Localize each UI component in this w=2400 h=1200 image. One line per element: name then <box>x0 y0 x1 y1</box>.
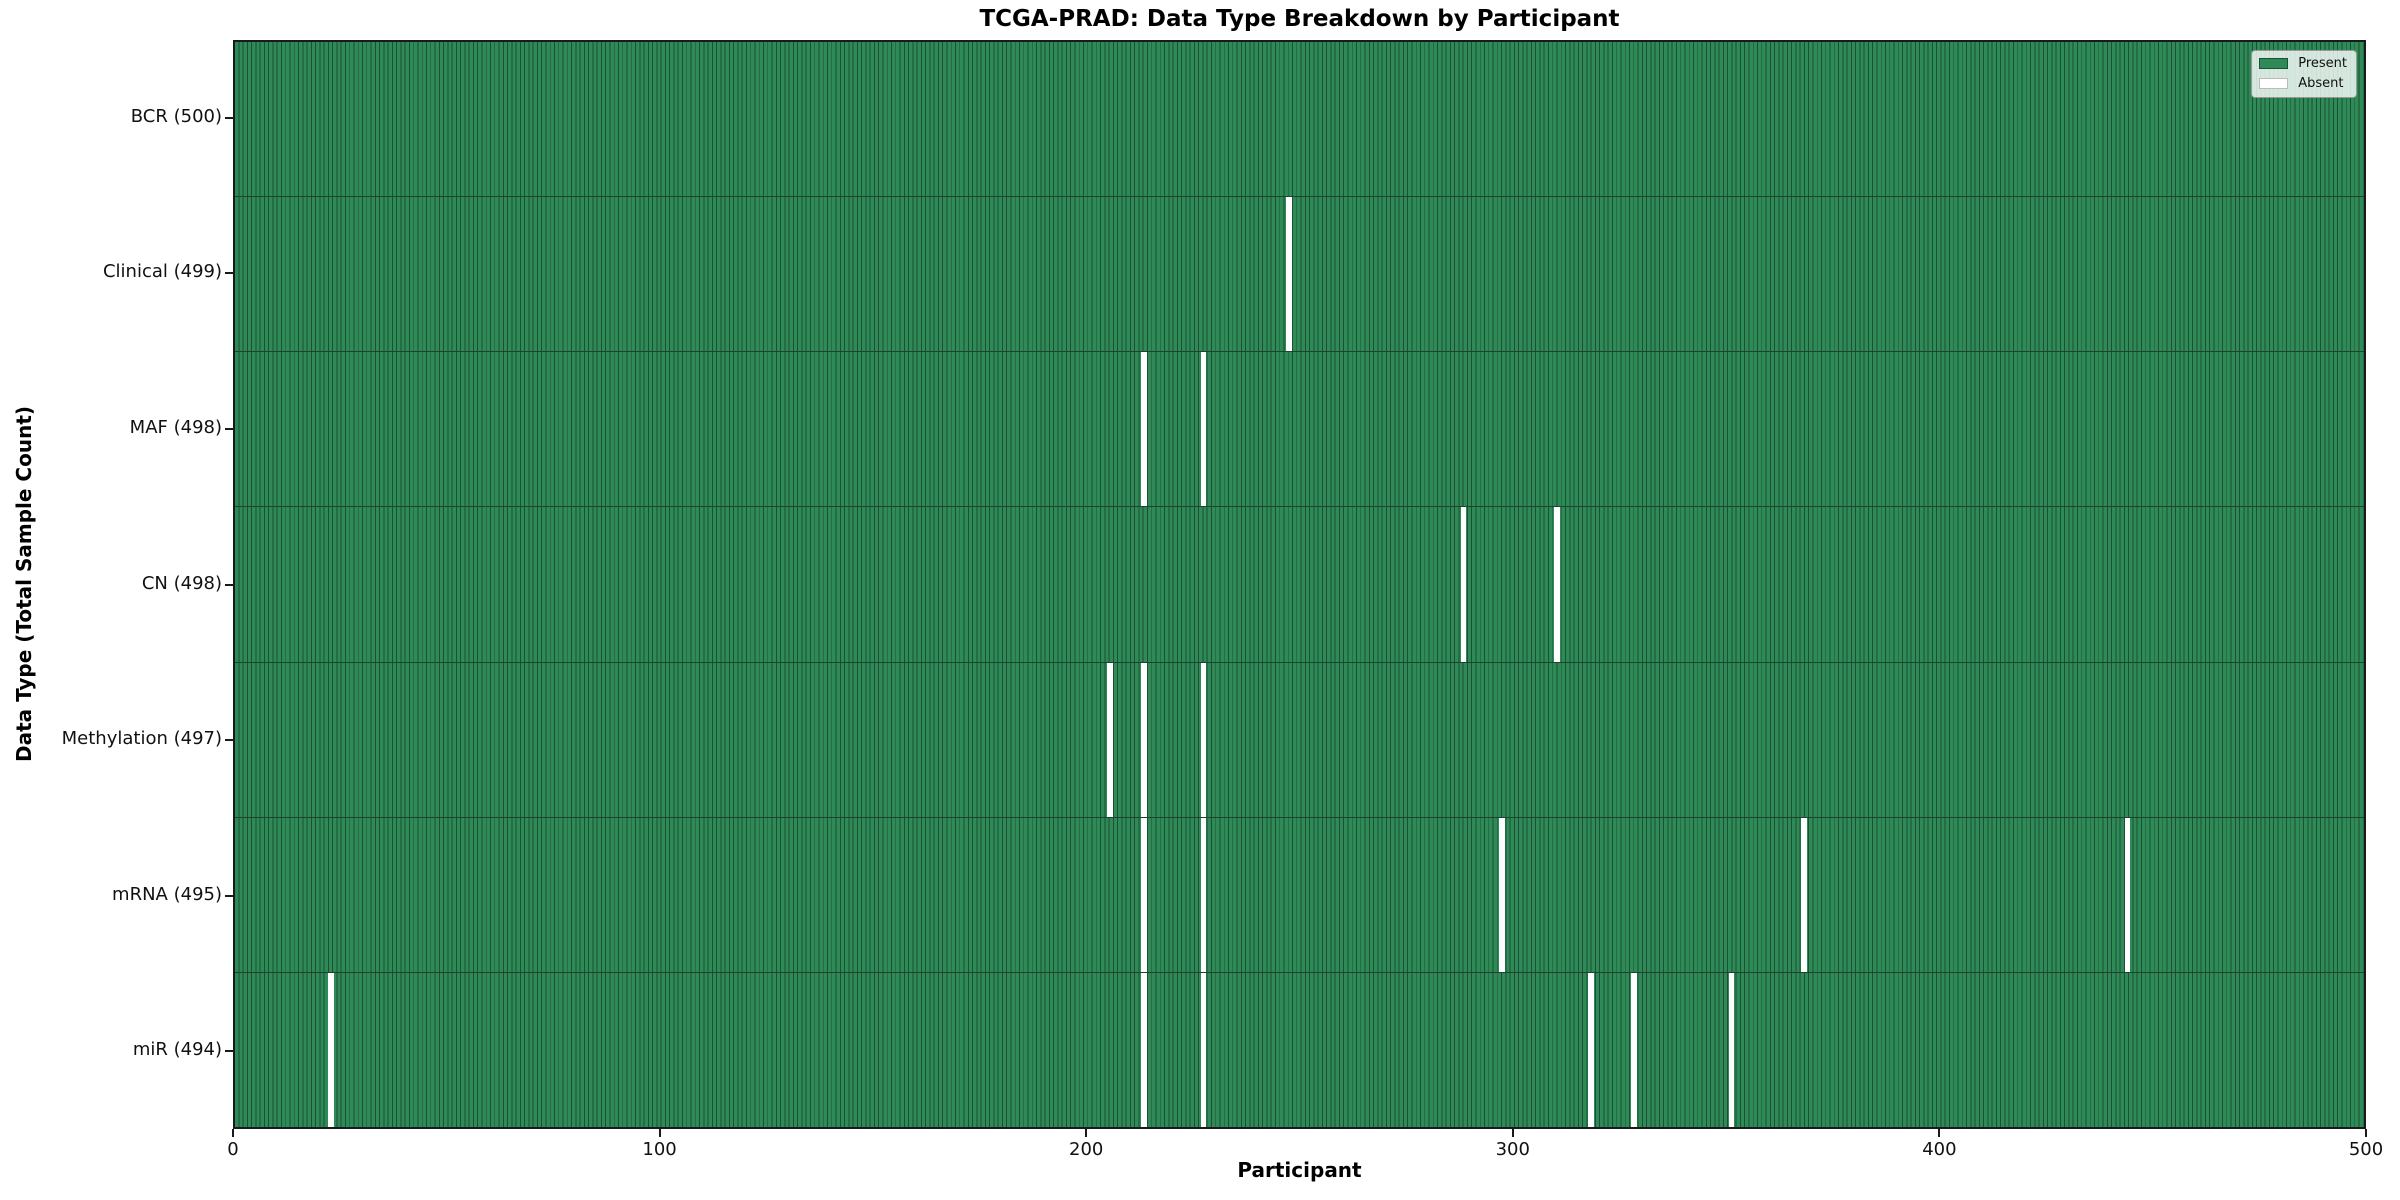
y-tick-label-mrna: mRNA (495) <box>112 883 222 905</box>
chart-title: TCGA-PRAD: Data Type Breakdown by Partic… <box>979 6 1620 32</box>
legend-label: Present <box>2298 56 2347 71</box>
absent-gap <box>1499 817 1505 972</box>
absent-gap <box>2124 817 2131 972</box>
absent-gap <box>328 972 334 1127</box>
x-tick-mark <box>232 1129 234 1137</box>
legend-item-absent: Absent <box>2259 76 2347 91</box>
legend-label: Absent <box>2298 76 2344 91</box>
absent-gap <box>1801 817 1807 972</box>
x-axis-title: Participant <box>1237 1158 1362 1182</box>
y-tick-mark <box>225 116 233 119</box>
absent-gap <box>1728 972 1735 1127</box>
x-tick-label: 400 <box>1922 1139 1957 1160</box>
absent-gap <box>1107 662 1113 817</box>
legend-swatch-absent <box>2259 78 2289 89</box>
absent-gap <box>1141 352 1147 507</box>
x-tick-label: 300 <box>1495 1139 1530 1160</box>
x-tick-mark <box>1511 1129 1514 1137</box>
y-tick-label-mir: miR (494) <box>132 1039 222 1061</box>
x-tick-mark <box>1085 1129 1088 1137</box>
absent-gap <box>1141 662 1147 817</box>
x-tick-label: 200 <box>1069 1139 1104 1160</box>
heatmap-row-clinical <box>235 196 2364 352</box>
heatmap-row-mir <box>235 971 2364 1127</box>
x-tick-mark <box>2365 1129 2367 1137</box>
heatmap-row-maf <box>235 351 2364 507</box>
x-tick-label: 500 <box>2348 1139 2384 1160</box>
absent-gap <box>1200 662 1207 817</box>
y-tick-label-maf: MAF (498) <box>129 416 222 438</box>
y-tick-label-cn: CN (498) <box>141 572 222 594</box>
absent-gap <box>1631 972 1637 1127</box>
legend-swatch-present <box>2259 58 2289 69</box>
heatmap-row-bcr <box>235 42 2364 197</box>
heatmap-row-mrna <box>235 816 2364 972</box>
y-tick-label-bcr: BCR (500) <box>130 105 222 127</box>
absent-gap <box>1460 507 1467 662</box>
heatmap-row-methylation <box>235 661 2364 817</box>
y-tick-mark <box>225 583 233 586</box>
y-tick-mark <box>225 894 233 897</box>
y-tick-mark <box>225 739 233 742</box>
legend: Present Absent <box>2251 50 2357 98</box>
plot-area: Present Absent <box>233 40 2366 1129</box>
y-tick-mark <box>225 272 233 275</box>
absent-gap <box>1588 972 1594 1127</box>
x-tick-mark <box>1938 1129 1941 1137</box>
absent-gap <box>1141 817 1147 972</box>
y-tick-label-methylation: Methylation (497) <box>61 728 222 750</box>
heatmap-row-cn <box>235 506 2364 662</box>
absent-gap <box>1200 817 1207 972</box>
x-tick-label: 100 <box>642 1139 677 1160</box>
absent-gap <box>1554 507 1560 662</box>
absent-gap <box>1200 352 1207 507</box>
y-tick-label-clinical: Clinical (499) <box>102 261 222 283</box>
y-tick-mark <box>225 427 233 430</box>
legend-item-present: Present <box>2259 56 2347 71</box>
absent-gap <box>1141 972 1147 1127</box>
absent-gap <box>1286 197 1292 352</box>
absent-gap <box>1200 972 1207 1127</box>
x-tick-label: 0 <box>227 1139 239 1160</box>
y-tick-mark <box>225 1050 233 1053</box>
x-tick-mark <box>658 1129 661 1137</box>
